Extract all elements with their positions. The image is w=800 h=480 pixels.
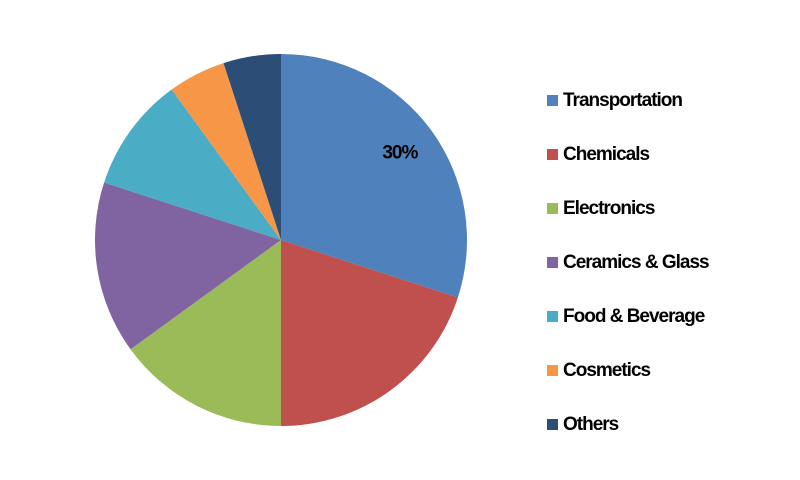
- legend-swatch: [547, 365, 558, 376]
- pie-slice: [104, 89, 281, 240]
- legend-swatch: [547, 149, 558, 160]
- pie-slice: [130, 240, 281, 426]
- pie-slice: [94, 182, 281, 350]
- legend-label: Food & Beverage: [563, 306, 705, 327]
- legend-label: Chemicals: [563, 144, 649, 165]
- pie-slice: [223, 54, 281, 240]
- pie-slice: [281, 54, 467, 298]
- legend-swatch: [547, 203, 558, 214]
- legend-swatch: [547, 311, 558, 322]
- data-label: 30%: [382, 143, 418, 164]
- pie-slice: [281, 240, 458, 426]
- pie-slice: [171, 63, 281, 241]
- legend-swatch: [547, 95, 558, 106]
- legend-swatch: [547, 419, 558, 430]
- legend-label: Electronics: [563, 198, 655, 219]
- legend-swatch: [547, 257, 558, 268]
- legend-label: Transportation: [563, 90, 682, 111]
- legend-label: Others: [563, 414, 619, 435]
- legend-label: Ceramics & Glass: [563, 252, 709, 273]
- legend-label: Cosmetics: [563, 360, 651, 381]
